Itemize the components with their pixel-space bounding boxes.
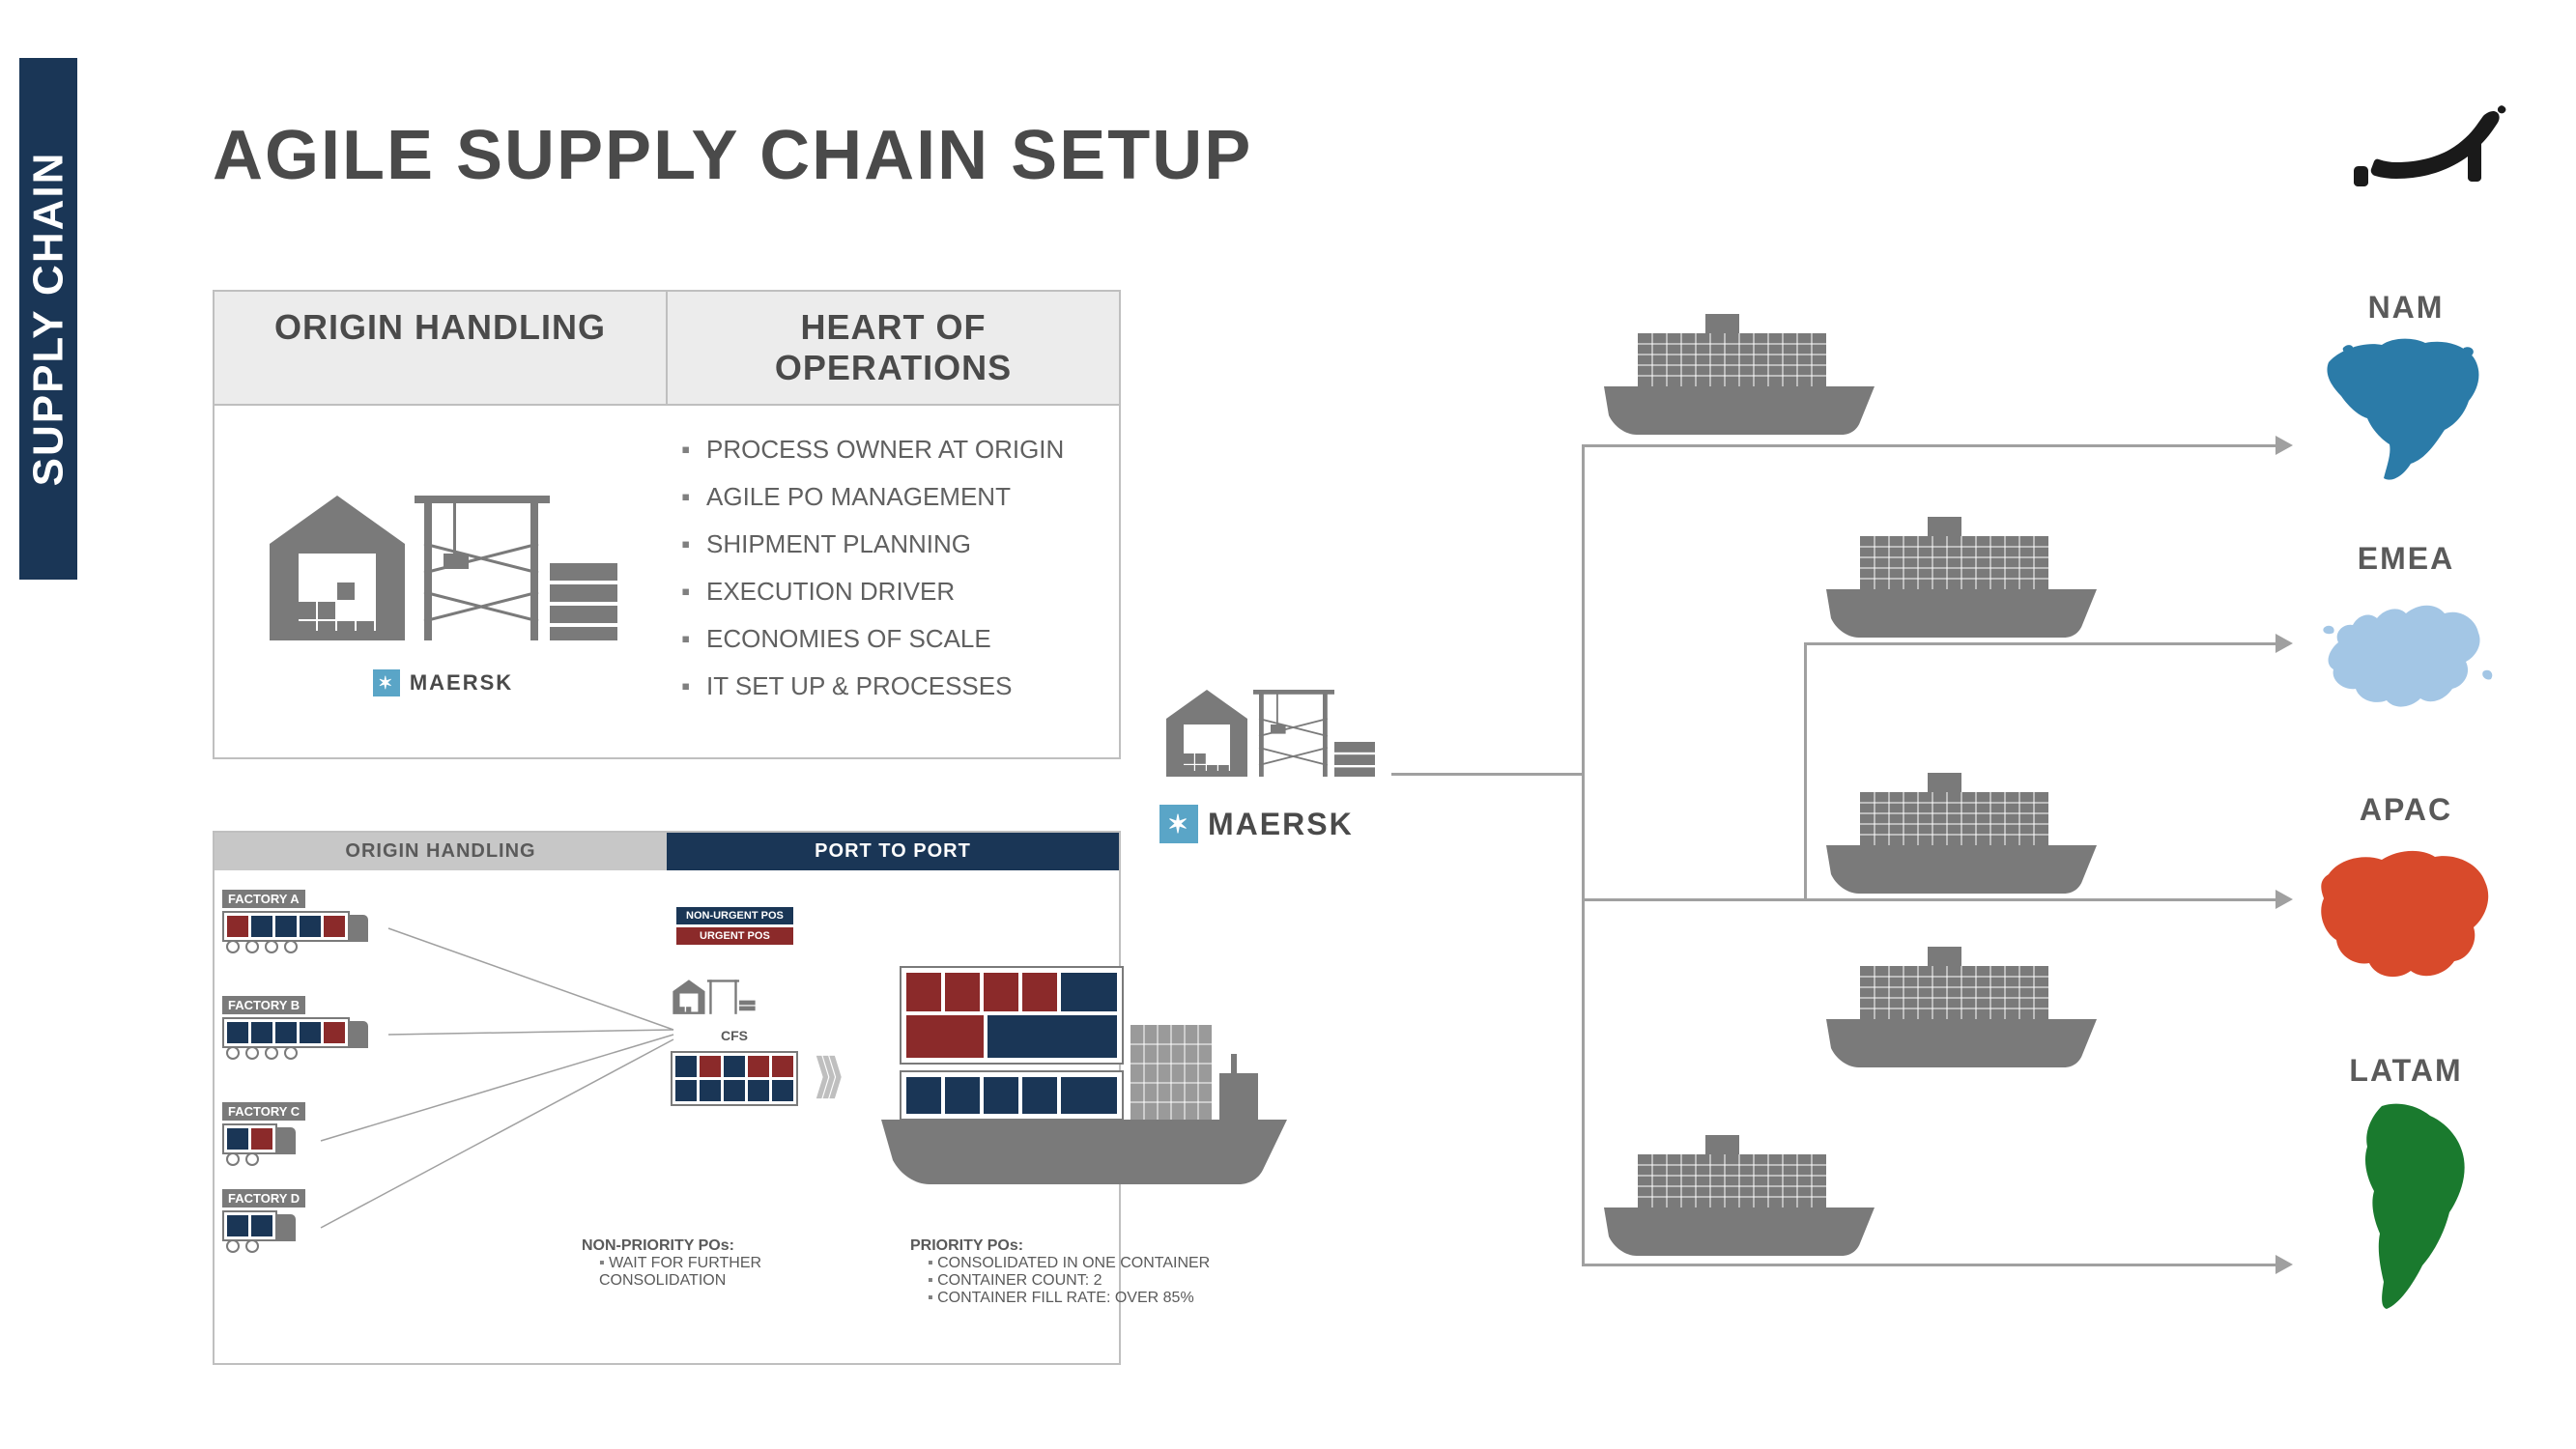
panel1-header: ORIGIN HANDLING HEART OF OPERATIONS <box>215 292 1119 406</box>
factory-label: FACTORY A <box>222 890 305 908</box>
factory-label: FACTORY B <box>222 996 305 1014</box>
nonpriority-item: WAIT FOR FURTHER CONSOLIDATION <box>599 1255 823 1290</box>
factory-b: FACTORY B <box>222 996 368 1060</box>
region-latam: LATAM <box>2300 1053 2512 1323</box>
flow-line <box>1582 898 1804 901</box>
panel2-body: FACTORY A FACTORY B <box>215 870 1119 1363</box>
container-ship-icon <box>1817 773 2106 903</box>
truck-icon <box>222 1017 368 1048</box>
flow-line <box>1804 642 1807 901</box>
nonpriority-text: NON-PRIORITY POs: WAIT FOR FURTHER CONSO… <box>582 1237 823 1290</box>
flow-line <box>1391 773 1585 776</box>
region-nam: NAM <box>2300 290 2512 493</box>
container-ship-icon <box>1594 314 1884 444</box>
cfs-container-grid <box>671 1051 798 1106</box>
cfs-warehouse-icon <box>671 967 758 1020</box>
page-title: AGILE SUPPLY CHAIN SETUP <box>213 116 1252 195</box>
container-ship-icon <box>1817 517 2106 647</box>
panel1-body: ✶ MAERSK PROCESS OWNER AT ORIGIN AGILE P… <box>215 406 1119 757</box>
legend-urgent: URGENT POS <box>676 927 793 945</box>
origin-hub: ✶ MAERSK <box>1159 667 1382 843</box>
maersk-star-icon: ✶ <box>1159 805 1198 843</box>
cfs-area: CFS <box>671 967 798 1106</box>
arrowhead-icon <box>2275 1255 2293 1274</box>
truck-icon <box>222 1123 305 1154</box>
legend: NON-URGENT POS URGENT POS <box>676 907 793 948</box>
region-label: APAC <box>2300 792 2512 828</box>
maersk-text: MAERSK <box>1208 807 1354 842</box>
europe-map-icon <box>2309 584 2503 729</box>
asia-map-icon <box>2309 836 2503 990</box>
flow-line <box>1582 444 1585 1265</box>
puma-logo-icon <box>2325 97 2518 193</box>
panel2-header-port: PORT TO PORT <box>667 833 1119 870</box>
north-america-map-icon <box>2314 333 2498 488</box>
bullet: EXECUTION DRIVER <box>681 577 1100 607</box>
maersk-logo: ✶ MAERSK <box>1159 805 1382 843</box>
truck-icon <box>222 911 368 942</box>
region-label: NAM <box>2300 290 2512 326</box>
bullet: SHIPMENT PLANNING <box>681 529 1100 559</box>
panel-port-to-port: ORIGIN HANDLING PORT TO PORT FACTORY A F… <box>213 831 1121 1365</box>
maersk-text: MAERSK <box>410 670 513 696</box>
arrowhead-icon <box>2275 634 2293 653</box>
flow-line <box>1582 444 2277 447</box>
region-label: LATAM <box>2300 1053 2512 1089</box>
panel1-illustration: ✶ MAERSK <box>234 435 652 719</box>
panel2-header: ORIGIN HANDLING PORT TO PORT <box>215 833 1119 870</box>
legend-nonurgent: NON-URGENT POS <box>676 907 793 924</box>
bullet: ECONOMIES OF SCALE <box>681 624 1100 654</box>
bullet: IT SET UP & PROCESSES <box>681 671 1100 701</box>
sidebar-vertical-label: SUPPLY CHAIN <box>19 58 77 580</box>
region-emea: EMEA <box>2300 541 2512 734</box>
arrowhead-icon <box>2275 890 2293 909</box>
maersk-logo: ✶ MAERSK <box>373 669 513 696</box>
region-apac: APAC <box>2300 792 2512 995</box>
panel-origin-operations: ORIGIN HANDLING HEART OF OPERATIONS <box>213 290 1121 759</box>
container-ship-icon <box>1594 1135 1884 1265</box>
factory-label: FACTORY D <box>222 1189 305 1208</box>
maersk-star-icon: ✶ <box>373 669 400 696</box>
flow-chevrons-icon: ⟩⟩⟩ <box>814 1049 833 1103</box>
nonpriority-head: NON-PRIORITY POs: <box>582 1237 823 1255</box>
cfs-label: CFS <box>671 1028 798 1043</box>
sidebar-text: SUPPLY CHAIN <box>24 152 72 487</box>
factory-c: FACTORY C <box>222 1102 305 1166</box>
region-label: EMEA <box>2300 541 2512 577</box>
bullet: AGILE PO MANAGEMENT <box>681 482 1100 512</box>
flow-diagram: ✶ MAERSK <box>1159 280 2512 1343</box>
factory-d: FACTORY D <box>222 1189 305 1253</box>
panel1-header-heart: HEART OF OPERATIONS <box>668 292 1119 404</box>
factory-a: FACTORY A <box>222 890 368 953</box>
panel1-bullets: PROCESS OWNER AT ORIGIN AGILE PO MANAGEM… <box>652 435 1100 719</box>
container-ship-icon <box>1817 947 2106 1077</box>
south-america-map-icon <box>2333 1096 2478 1319</box>
panel1-header-origin: ORIGIN HANDLING <box>215 292 668 404</box>
arrowhead-icon <box>2275 436 2293 455</box>
truck-icon <box>222 1210 305 1241</box>
factory-label: FACTORY C <box>222 1102 305 1121</box>
warehouse-crane-icon <box>260 457 627 650</box>
warehouse-crane-icon <box>1159 667 1382 782</box>
panel2-header-origin: ORIGIN HANDLING <box>215 833 667 870</box>
bullet: PROCESS OWNER AT ORIGIN <box>681 435 1100 465</box>
